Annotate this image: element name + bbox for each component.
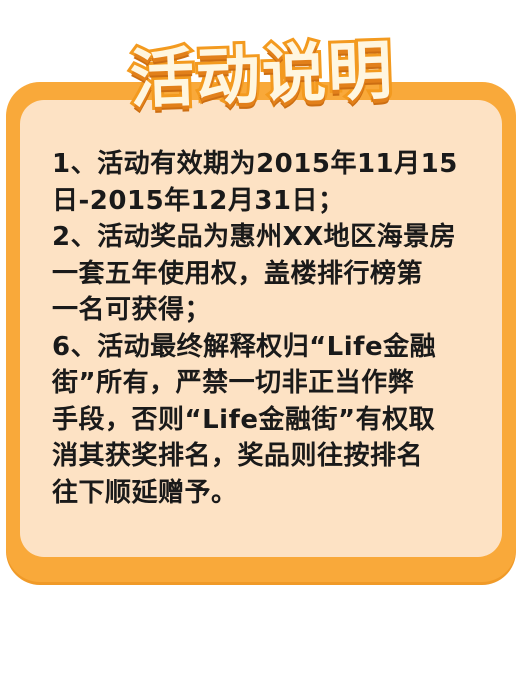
rule-line: 消其获奖排名，奖品则往按排名 (52, 441, 424, 471)
rule-line: 一套五年使用权，盖楼排行榜第 (52, 258, 424, 289)
rule-line: 2、活动奖品为惠州XX地区海景房 (52, 222, 457, 252)
rule-line: 日-2015年12月31日； (52, 185, 345, 216)
rule-line: 6、活动最终解释权归“Life金融 (52, 331, 437, 362)
title-banner: 活动说明 (0, 28, 524, 124)
rule-line: 手段，否则“Life金融街”有权取 (52, 404, 436, 435)
rule-line: 1、活动有效期为2015年11月15 (52, 149, 458, 179)
rule-line: 一名可获得； (52, 295, 212, 325)
rules-card-body (20, 100, 502, 557)
rule-line: 往下顺延赠予。 (52, 477, 238, 508)
rule-line: 街”所有，严禁一切非正当作弊 (52, 368, 415, 398)
page-title: 活动说明 (126, 31, 398, 120)
rules-text: 1、活动有效期为2015年11月15 日-2015年12月31日； 2、活动奖品… (52, 146, 492, 511)
